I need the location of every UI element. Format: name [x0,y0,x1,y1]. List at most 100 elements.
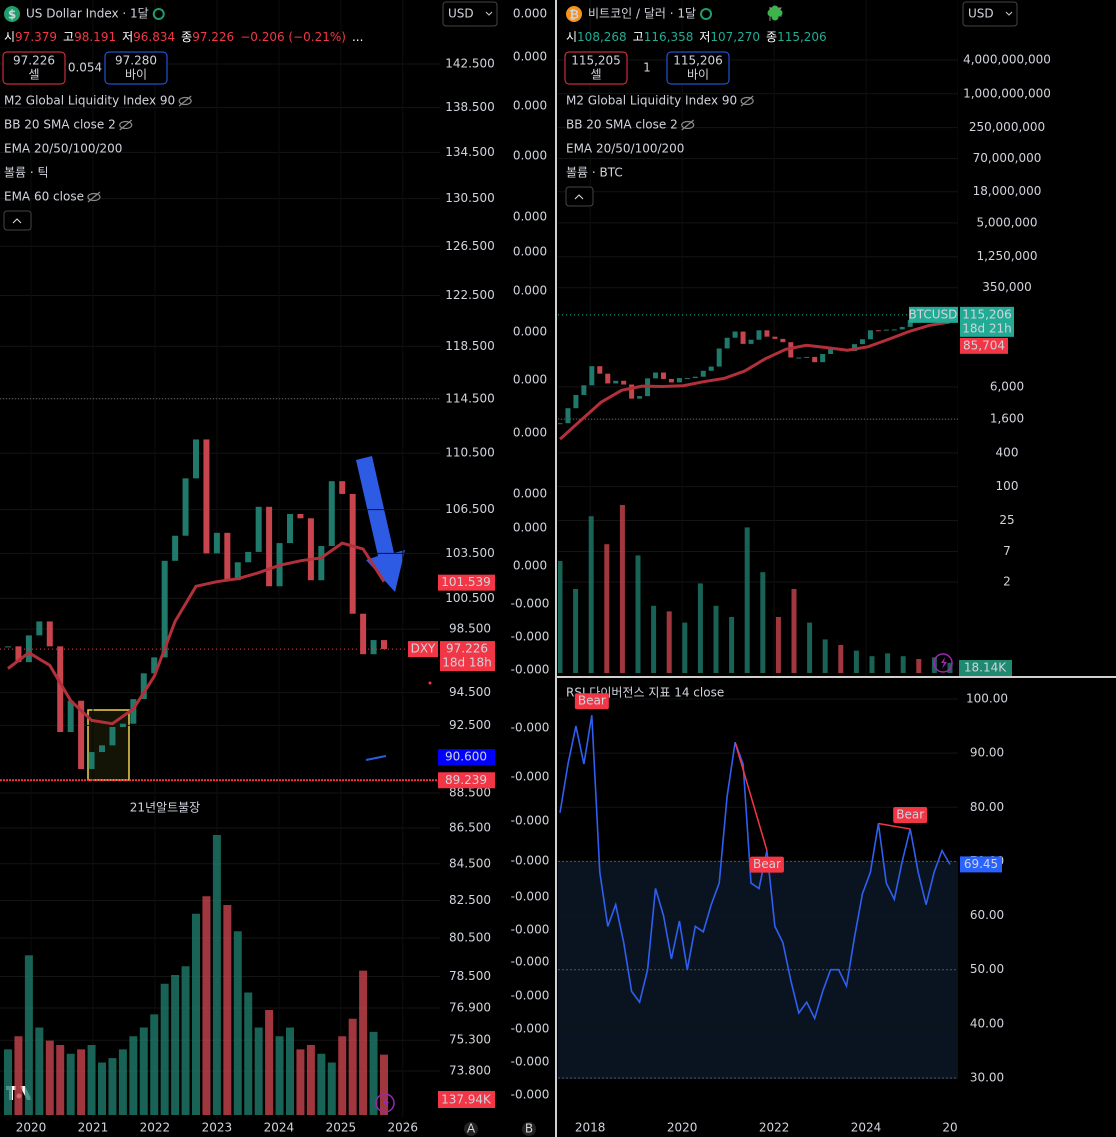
y-tick-label: 5,000,000 [976,215,1037,229]
buy-price[interactable]: 115,206 [673,54,723,68]
volume-bar [160,983,169,1115]
volume-bar [14,1036,23,1115]
volume-bar [807,622,813,673]
buy-label[interactable]: 바이 [125,68,147,82]
buy-price[interactable]: 97.280 [115,54,157,68]
candle [57,646,64,732]
volume-bar [697,583,703,673]
y2-tick-label: -0.000 [511,1055,550,1069]
ema-badge-label: 85,704 [963,338,1005,352]
rsi-badge-label: 69.45 [964,857,998,871]
volume-bar [286,1027,294,1115]
sell-label[interactable]: 셀 [590,68,601,82]
candle [700,370,706,377]
indicator-label[interactable]: 볼륨 · BTC [566,166,623,180]
candle [67,700,74,732]
countdown-label: 18d 18h [442,656,492,670]
scale-button-label[interactable]: B [525,1122,533,1136]
indicator-label[interactable]: M2 Global Liquidity Index 90 [4,94,175,108]
sell-price[interactable]: 97.226 [13,54,55,68]
indicator-label[interactable]: BB 20 SMA close 2 [4,118,116,132]
indicator-label[interactable]: 볼륨 · 틱 [4,166,49,180]
indicator-label[interactable]: BB 20 SMA close 2 [566,118,678,132]
x-tick-label: 2020 [667,1121,698,1135]
rsi-plot [558,698,958,1079]
marker-dot [428,681,432,685]
sell-price[interactable]: 115,205 [571,54,621,68]
volume-badge-label: 18.14K [964,661,1007,675]
scale-button[interactable] [464,1122,478,1136]
candle [203,439,210,554]
y-tick-label: 122.500 [445,288,495,302]
signal-box [749,856,784,873]
candle [151,657,158,674]
volume-bar [275,1036,284,1115]
candle [621,380,627,385]
currency-label[interactable]: USD [448,7,474,21]
level-badge-label: 89.239 [445,773,487,787]
indicator-label[interactable]: EMA 60 close [4,190,84,204]
sell-button[interactable] [2,51,66,85]
scale-button-label[interactable]: A [467,1122,476,1136]
candle [339,481,346,494]
countdown-label: 18d 21h [962,321,1012,335]
collapse-button[interactable] [565,186,594,207]
candle [140,673,147,700]
volume-bar [869,656,875,673]
y2-tick-label: 0.000 [513,426,547,440]
y-tick-label: 130.500 [445,191,495,205]
candle [581,385,587,395]
ohlc-label: 저 [122,30,133,44]
y2-tick-label: 0.000 [513,487,547,501]
y-tick-label: 25 [999,513,1014,527]
currency-label[interactable]: USD [968,7,994,21]
level-badge-label: 90.600 [445,750,487,764]
candle [245,551,252,563]
candle [78,700,85,769]
candle [605,373,611,384]
y-tick-label: 76.900 [449,1001,491,1015]
symbol-icon [566,6,582,22]
indicator-label[interactable]: EMA 20/50/100/200 [566,142,684,156]
ohlc-label: 종 [766,30,777,44]
candle [668,378,674,383]
candle [234,562,241,581]
currency-select[interactable] [962,1,1018,27]
y2-tick-label: 0.000 [513,373,547,387]
candle [558,423,563,425]
sell-label[interactable]: 셀 [28,68,39,82]
candle [653,372,659,379]
buy-button[interactable] [666,51,730,85]
ohlc-value: 97.379 [15,30,57,44]
ohlc-label: 시 [566,30,577,44]
status-dot [700,8,713,20]
hidden-icon [119,119,133,131]
volume-bar [296,1049,305,1115]
volume-bar [744,527,750,673]
status-dot [152,8,165,20]
hidden-icon [178,96,192,106]
price-badge [960,306,1014,337]
indicator-label[interactable]: M2 Global Liquidity Index 90 [566,94,737,108]
candle [597,366,603,374]
currency-select[interactable] [442,1,498,27]
ohlc-row: 시108,268 고116,358 저107,270 종115,206 [566,30,827,44]
buy-button[interactable] [104,51,168,85]
level-badge [438,749,495,766]
volume-bar [129,1036,138,1115]
buy-label[interactable]: 바이 [687,68,709,82]
x-tick-label: 2020 [16,1121,47,1135]
volume-bar [181,966,190,1115]
y-tick-label: 100.00 [966,692,1008,706]
volume-bar [604,544,610,673]
scale-button[interactable] [522,1122,536,1136]
sell-button[interactable] [564,51,628,85]
volume-bar [254,1027,263,1115]
candle [224,532,231,581]
dropdown-caret [485,11,493,16]
collapse-button[interactable] [3,210,32,231]
indicator-label[interactable]: EMA 20/50/100/200 [4,142,122,156]
volume-bar [380,1054,388,1115]
